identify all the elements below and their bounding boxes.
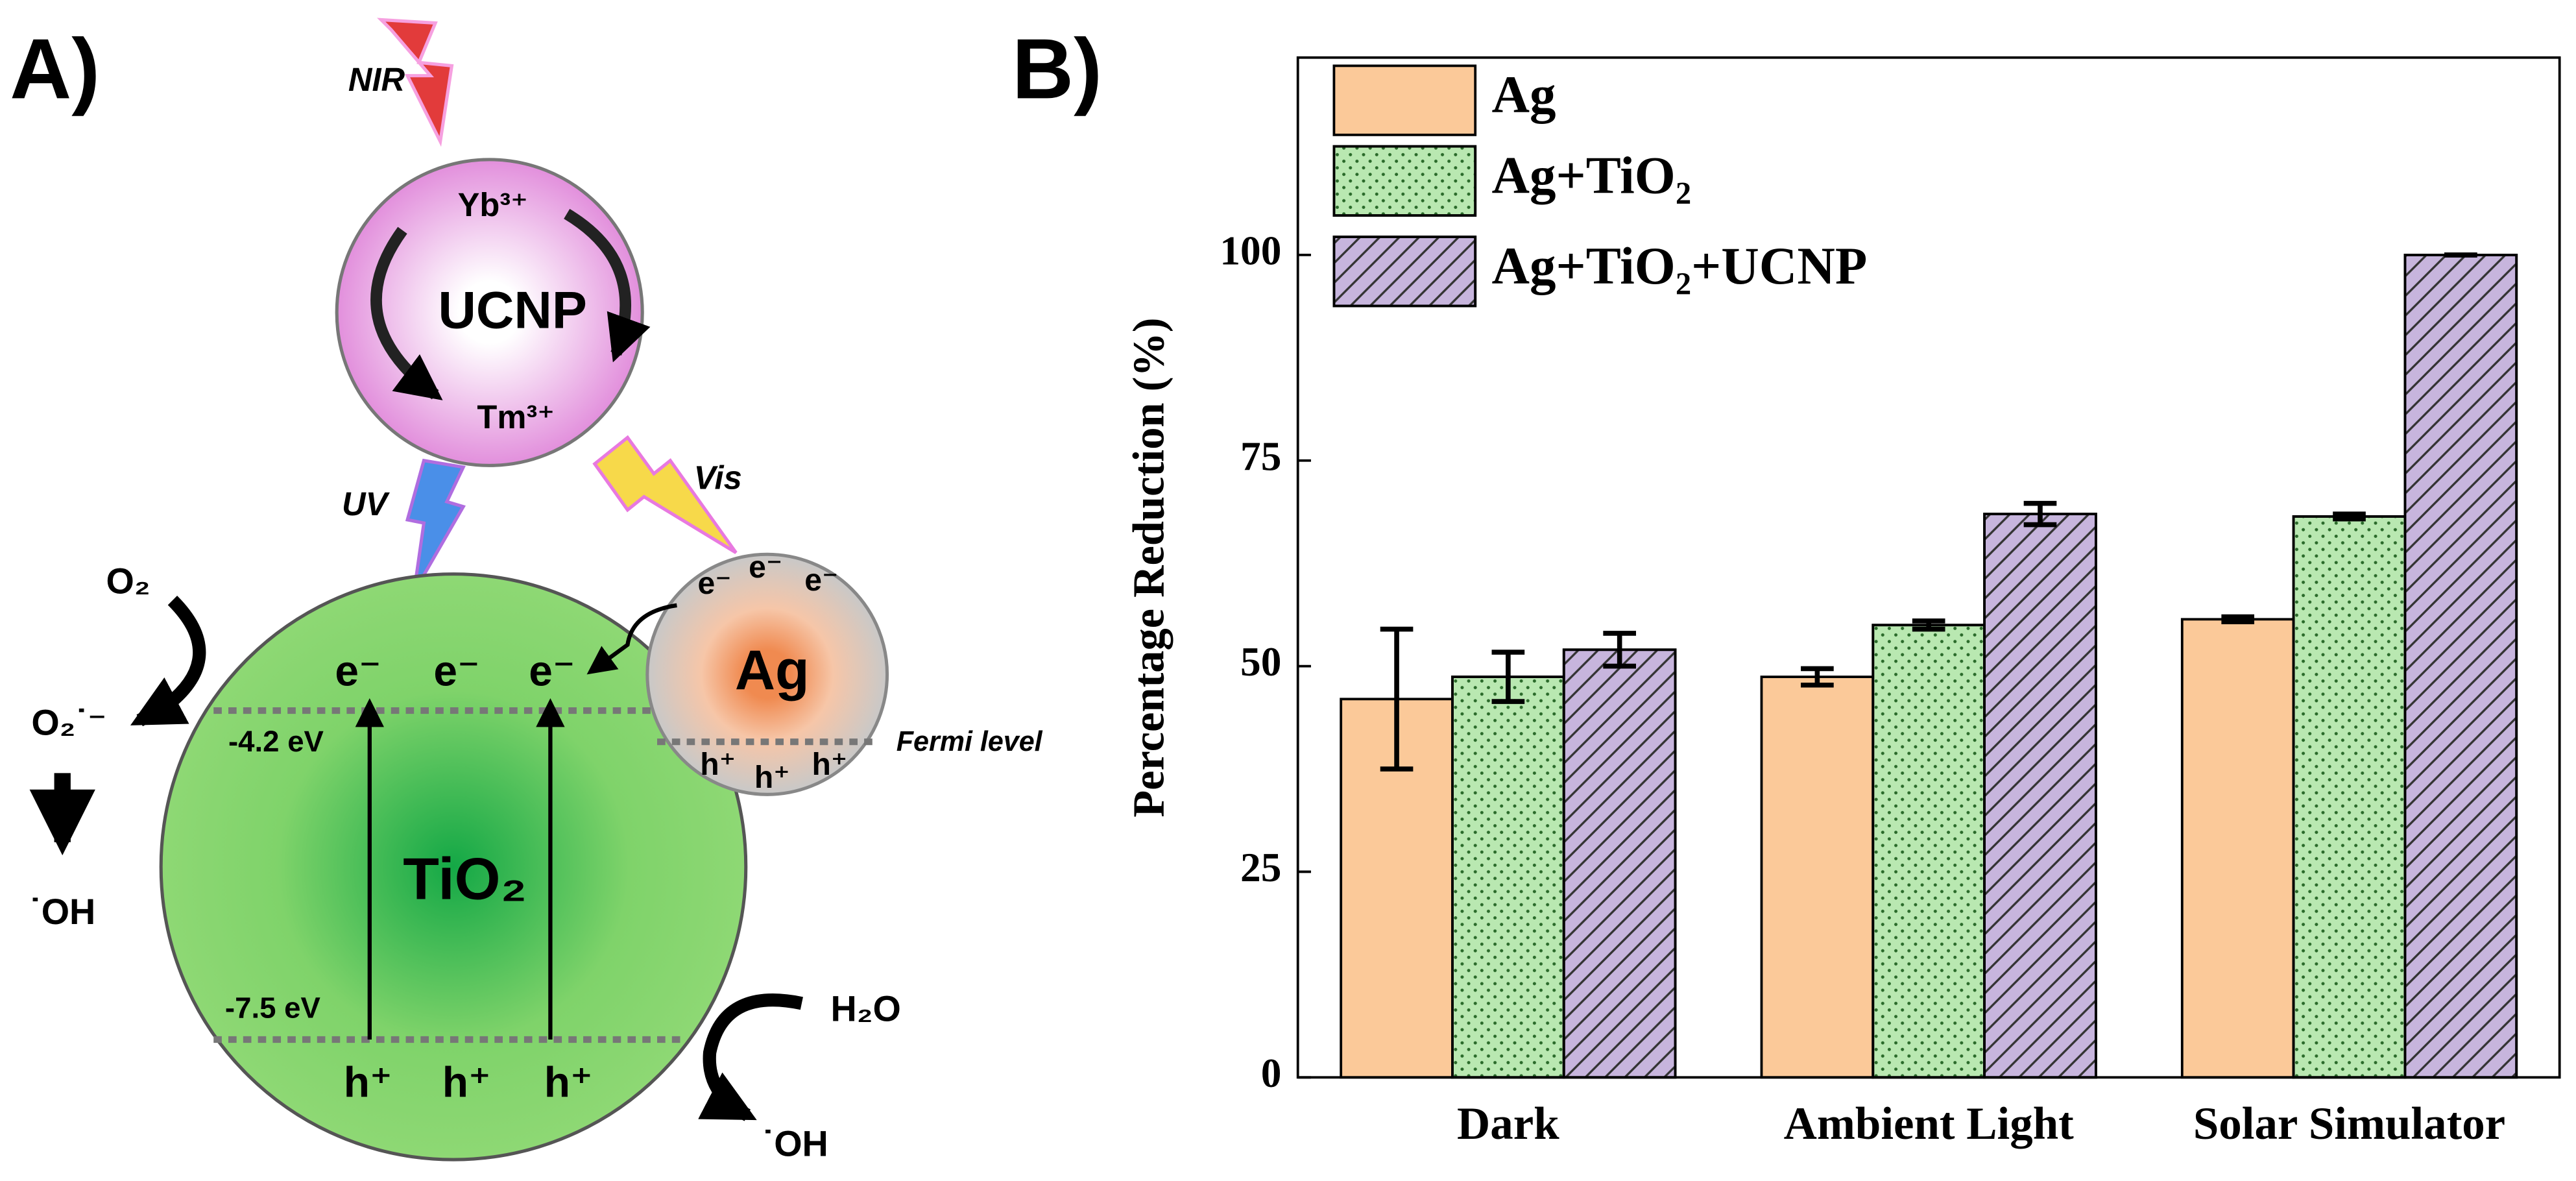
y-axis-label: Percentage Reduction (%): [1124, 317, 1174, 817]
electron: e⁻: [698, 566, 732, 601]
legend-label: Ag: [1492, 66, 1556, 124]
transfer-arrow: [586, 603, 677, 675]
hole: h⁺: [442, 1058, 491, 1106]
ag-label: Ag: [735, 639, 810, 701]
hydroxyl-label: ˙OH: [29, 892, 95, 932]
x-tick-label: Dark: [1457, 1099, 1559, 1149]
nir-bolt: [377, 18, 454, 147]
arrow: [130, 596, 206, 727]
bar-pattern: [1451, 676, 1565, 1079]
x-tick-label: Solar Simulator: [2193, 1099, 2505, 1149]
legend-swatch: [1332, 64, 1477, 136]
hydroxyl-label: ˙OH: [762, 1123, 828, 1163]
bar-pattern: [1562, 648, 1677, 1079]
y-tick-label: 25: [1240, 845, 1281, 890]
arrow: [564, 208, 651, 363]
fermi-label: Fermi level: [897, 726, 1043, 757]
y-tick-label: 0: [1261, 1051, 1282, 1096]
ag-particle: [645, 552, 889, 796]
tm-label: Tm³⁺: [477, 398, 555, 435]
legend-swatch-pattern: [1332, 236, 1477, 308]
hole: h⁺: [700, 747, 736, 782]
arrow: [370, 226, 443, 400]
panel-label: A): [10, 21, 100, 116]
electron: e⁻: [749, 550, 782, 585]
vis-label: Vis: [694, 459, 742, 496]
bar: [2180, 618, 2295, 1079]
cb-energy: -4.2 eV: [228, 725, 324, 758]
ucnp-label: UCNP: [438, 282, 587, 340]
hole: h⁺: [544, 1058, 593, 1106]
tio2-label: TiO₂: [403, 846, 527, 912]
hole: h⁺: [812, 747, 848, 782]
legend-label: Ag+TiO₂: [1492, 146, 1692, 204]
superoxide-label: O₂˙⁻: [31, 703, 106, 743]
y-tick-label: 50: [1240, 639, 1281, 685]
uv-bolt: [405, 458, 466, 593]
panel-label: B): [1012, 21, 1102, 116]
electron: e⁻: [433, 647, 479, 695]
y-tick-label: 100: [1220, 228, 1281, 273]
legend-swatch-pattern: [1332, 145, 1477, 217]
bar-pattern: [2403, 253, 2518, 1079]
hole: h⁺: [754, 760, 790, 795]
uv-label: UV: [342, 485, 391, 522]
o2-label: O₂: [106, 561, 150, 602]
electron: e⁻: [335, 647, 381, 695]
bar-pattern: [1872, 624, 1986, 1079]
legend-label: Ag+TiO₂+UCNP: [1492, 237, 1868, 295]
panel-a: A) NIR Yb³⁺ UCNP Tm³⁺ UV Vis e⁻ e⁻ e⁻ h⁺…: [10, 18, 1043, 1163]
yb-label: Yb³⁺: [458, 186, 528, 223]
bar-chart: 0 25 50 75 100 Dark Ambient Light Solar Simulat…: [1220, 56, 2561, 1149]
arrow: [698, 993, 803, 1121]
electron: e⁻: [529, 647, 575, 695]
x-tick-label: Ambient Light: [1784, 1099, 2075, 1149]
h2o-label: H₂O: [830, 989, 900, 1029]
plot-frame: [1296, 56, 2561, 1079]
nir-label: NIR: [348, 61, 405, 98]
bar: [1760, 676, 1875, 1079]
bar-pattern: [2292, 515, 2407, 1079]
vb-energy: -7.5 eV: [225, 991, 321, 1024]
bar-pattern: [1983, 513, 2097, 1079]
y-tick-label: 75: [1240, 433, 1281, 479]
electron: e⁻: [804, 563, 838, 598]
tio2-particle: [159, 572, 748, 1162]
hole: h⁺: [344, 1058, 392, 1106]
vis-bolt: [592, 435, 738, 554]
